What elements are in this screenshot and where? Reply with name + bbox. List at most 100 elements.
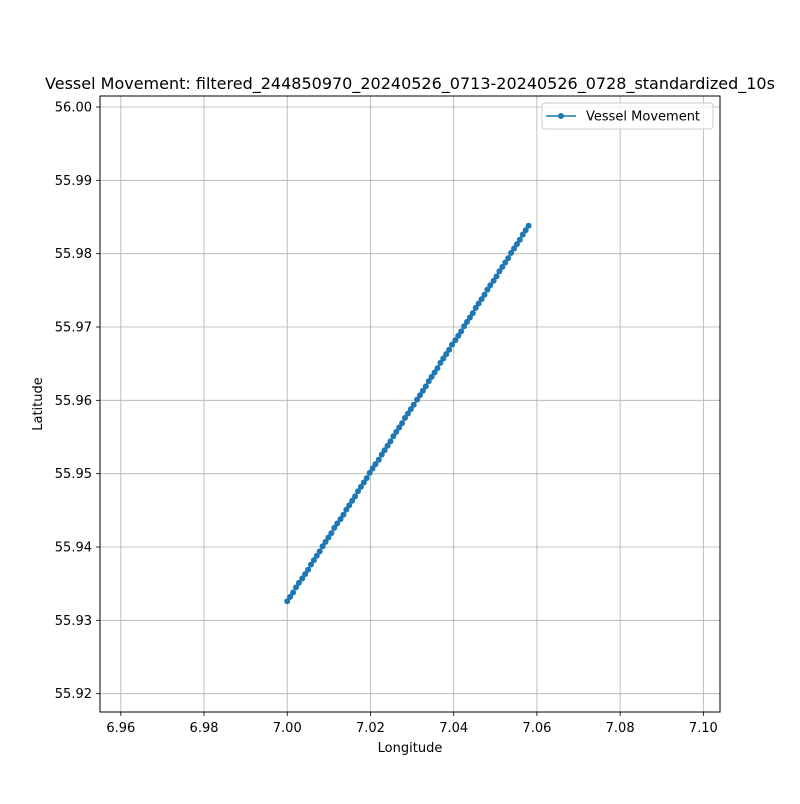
data-point <box>360 479 367 486</box>
x-tick-label: 7.00 <box>273 721 302 736</box>
data-point <box>434 365 441 372</box>
data-point <box>416 392 423 399</box>
legend: Vessel Movement <box>541 102 714 130</box>
y-axis-ticks: 55.92 55.93 55.94 55.95 55.96 55.97 55.98 55.99… <box>55 101 100 702</box>
y-tick-label: 55.94 <box>55 541 92 556</box>
y-tick-label: 55.95 <box>55 467 92 482</box>
data-point <box>390 433 397 440</box>
data-point <box>508 249 515 256</box>
data-point <box>399 420 406 427</box>
y-tick-label: 55.98 <box>55 247 92 262</box>
data-point <box>481 291 488 298</box>
data-point <box>396 424 403 431</box>
series-layer <box>284 222 532 605</box>
x-tick-label: 7.06 <box>522 721 551 736</box>
data-point <box>505 255 512 262</box>
data-point <box>319 543 326 550</box>
data-point <box>452 337 459 344</box>
data-point <box>290 589 297 596</box>
data-point <box>313 552 320 559</box>
x-tick-label: 7.02 <box>356 721 385 736</box>
data-point <box>346 502 353 509</box>
data-point <box>437 359 444 366</box>
data-point <box>410 401 417 408</box>
data-point <box>422 383 429 390</box>
data-point <box>414 396 421 403</box>
data-point <box>475 300 482 307</box>
data-point <box>446 346 453 353</box>
data-point <box>340 511 347 518</box>
data-point <box>295 579 302 586</box>
data-point <box>490 277 497 284</box>
data-point <box>325 534 332 541</box>
data-point <box>466 314 473 321</box>
legend-marker-swatch <box>558 113 564 119</box>
data-point <box>299 575 306 582</box>
x-axis-ticks: 6.96 6.98 7.00 7.02 7.04 7.06 7.08 7.10 <box>106 712 718 736</box>
data-point <box>402 414 409 421</box>
x-tick-label: 7.10 <box>689 721 718 736</box>
data-point <box>478 296 485 303</box>
data-point <box>292 584 299 591</box>
data-point <box>387 438 394 445</box>
y-tick-label: 55.99 <box>55 174 92 189</box>
data-point <box>316 548 323 555</box>
x-tick-label: 7.08 <box>606 721 635 736</box>
y-tick-label: 55.96 <box>55 394 92 409</box>
data-point <box>287 593 294 600</box>
data-point <box>322 538 329 545</box>
data-point <box>352 493 359 500</box>
y-axis-label: Latitude <box>31 377 46 431</box>
data-point <box>366 469 373 476</box>
legend-box <box>541 102 714 130</box>
data-point <box>443 351 450 358</box>
data-point <box>519 231 526 238</box>
data-point <box>516 236 523 243</box>
data-point <box>331 524 338 531</box>
data-point <box>310 557 317 564</box>
data-point <box>449 341 456 348</box>
x-tick-label: 6.98 <box>190 721 219 736</box>
data-point <box>472 304 479 311</box>
data-point <box>378 451 385 458</box>
data-point <box>458 328 465 335</box>
data-point <box>440 355 447 362</box>
x-axis-label: Longitude <box>378 741 443 756</box>
data-point <box>502 259 509 266</box>
data-point <box>404 410 411 417</box>
plot-frame <box>99 95 721 713</box>
data-point <box>499 263 506 270</box>
data-point <box>354 488 361 495</box>
data-point <box>511 245 518 252</box>
data-point <box>393 428 400 435</box>
data-point <box>369 465 376 472</box>
data-point <box>513 241 520 248</box>
data-point <box>384 442 391 449</box>
data-point <box>349 497 356 504</box>
x-tick-label: 6.96 <box>106 721 135 736</box>
data-point <box>455 332 462 339</box>
data-point <box>307 561 314 568</box>
data-point <box>496 268 503 275</box>
data-point <box>305 566 312 573</box>
chart-title: Vessel Movement: filtered_244850970_2024… <box>45 74 775 94</box>
data-point <box>525 222 532 229</box>
data-point <box>419 387 426 394</box>
data-point <box>461 323 468 330</box>
data-point <box>487 282 494 289</box>
x-tick-label: 7.04 <box>439 721 468 736</box>
y-tick-label: 55.97 <box>55 321 92 336</box>
data-point <box>484 286 491 293</box>
y-tick-label: 55.93 <box>55 614 92 629</box>
legend-label: Vessel Movement <box>586 110 700 125</box>
data-point <box>357 483 364 490</box>
data-point <box>343 506 350 513</box>
data-point <box>464 318 471 325</box>
data-point <box>493 273 500 280</box>
y-tick-label: 56.00 <box>55 101 92 116</box>
data-point <box>381 447 388 454</box>
data-point <box>328 530 335 537</box>
data-point <box>425 378 432 385</box>
